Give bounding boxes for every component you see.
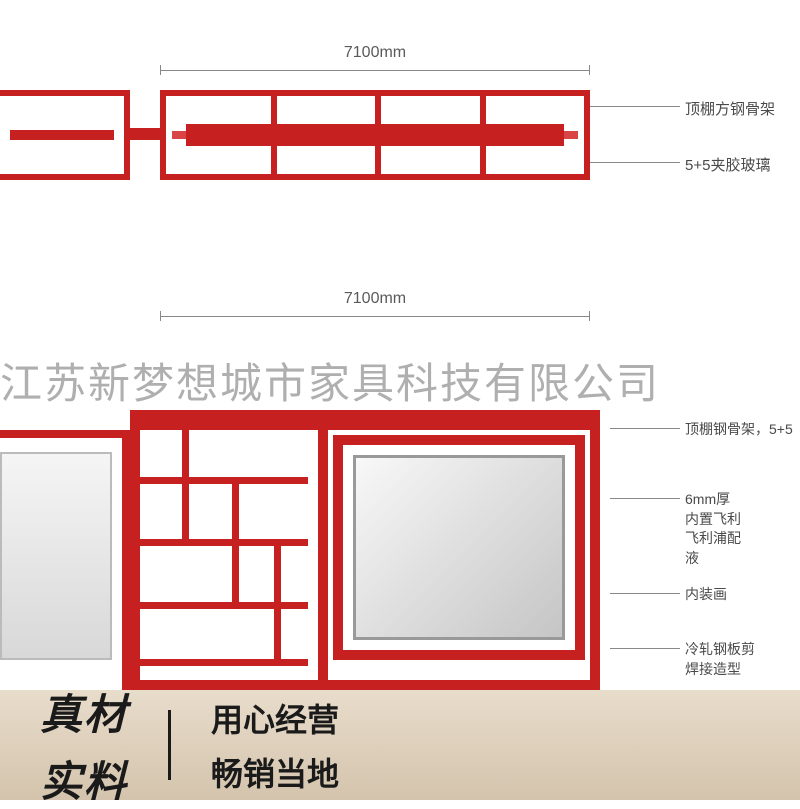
callout-text: 内装画 <box>685 585 727 605</box>
banner-slogan-1: 用心经营 <box>211 695 339 741</box>
top-dimension-line <box>160 70 590 71</box>
elevation-top-beam <box>130 410 600 430</box>
lattice-bar <box>182 430 189 539</box>
elevation-view: 顶棚钢骨架，5+5 6mm厚 内置飞利 飞利浦配 液 内装画 冷轧钢板剪 焊接造… <box>0 410 800 690</box>
lattice-bar <box>140 539 308 546</box>
display-panel <box>353 455 565 640</box>
diagram-canvas: 7100mm 顶棚方钢骨架 5+5夹胶玻璃 7100mm 江苏新梦想城市家具科技… <box>0 0 800 800</box>
callout-leader-line <box>610 498 680 499</box>
promo-banner: 真材 实料 用心经营 畅销当地 <box>0 690 800 800</box>
callout-leader-line <box>590 106 680 107</box>
callout-text: 冷轧钢板剪 焊接造型 <box>685 640 755 679</box>
callout-leader-line <box>610 428 680 429</box>
callout-text: 6mm厚 内置飞利 飞利浦配 液 <box>685 490 741 568</box>
watermark-text: 江苏新梦想城市家具科技有限公司 <box>0 350 800 411</box>
elevation-left-beam <box>0 430 130 438</box>
lattice-bar <box>140 659 308 666</box>
callout-text: 顶棚钢骨架，5+5 <box>685 420 793 440</box>
banner-left-block: 真材 实料 <box>40 681 128 809</box>
elevation-left-module <box>0 430 130 690</box>
lattice-bar <box>232 477 239 602</box>
elevation-lattice <box>140 430 308 690</box>
plan-left-core <box>10 130 114 140</box>
banner-headline-1: 真材 <box>40 681 128 742</box>
plan-left-module <box>0 90 130 180</box>
callout-leader-line <box>610 648 680 649</box>
elevation-left-post <box>122 430 130 690</box>
banner-slogan-2: 畅销当地 <box>211 749 339 795</box>
callout-text: 5+5夹胶玻璃 <box>685 154 770 175</box>
plan-connector <box>130 128 160 140</box>
lattice-bar <box>140 602 308 609</box>
elevation-left-panel <box>0 452 112 660</box>
callout-leader-line <box>610 593 680 594</box>
top-dimension-label: 7100mm <box>160 44 590 62</box>
lattice-bar <box>274 539 281 659</box>
banner-divider <box>168 710 171 780</box>
elevation-main-module <box>130 410 600 690</box>
lattice-bar <box>140 477 308 484</box>
plan-center-beam <box>186 124 564 146</box>
bottom-dimension-line <box>160 316 590 317</box>
callout-text: 顶棚方钢骨架 <box>685 98 775 119</box>
elevation-post <box>318 410 328 690</box>
bottom-dimension-label: 7100mm <box>160 290 590 308</box>
elevation-post <box>590 410 600 690</box>
callout-leader-line <box>590 162 680 163</box>
elevation-post <box>130 410 140 690</box>
plan-main-module <box>160 90 590 180</box>
banner-right-block: 用心经营 畅销当地 <box>211 695 339 795</box>
